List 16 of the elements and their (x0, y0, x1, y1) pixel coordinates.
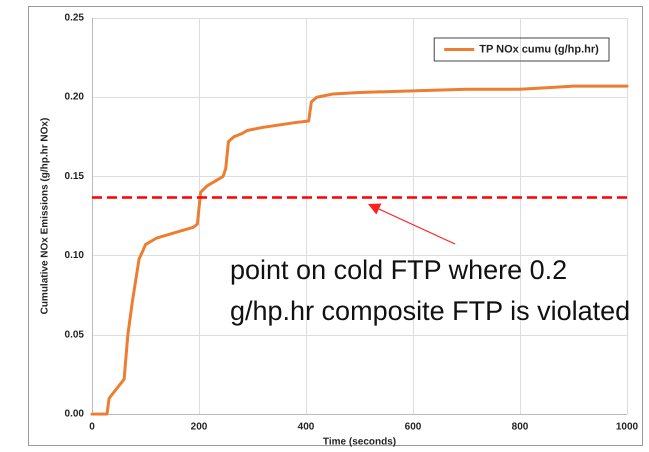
annotation: point on cold FTP where 0.2 g/hp.hr composite FTP is violated (230, 254, 632, 328)
x-tick-label: 0 (89, 422, 96, 433)
y-tick-label: 0.15 (64, 170, 84, 182)
y-axis-title: Cumulative NOx Emissions (g/hp.hr NOx) (40, 118, 50, 314)
y-tick-label: 0.25 (64, 12, 84, 24)
legend-label: TP NOx cumu (g/hp.hr) (479, 44, 600, 56)
y-tick-label: 0.20 (64, 92, 84, 103)
x-tick-label: 400 (298, 422, 315, 433)
x-tick-label: 800 (512, 422, 529, 433)
y-tick-label: 0.00 (64, 408, 84, 420)
x-tick-label: 200 (190, 422, 208, 433)
x-axis-title: Time (seconds) (322, 436, 396, 448)
x-tick-label: 600 (404, 422, 422, 433)
x-tick-label: 1000 (616, 422, 639, 433)
y-tick-label: 0.05 (64, 329, 84, 340)
y-tick-label: 0.10 (64, 250, 84, 262)
